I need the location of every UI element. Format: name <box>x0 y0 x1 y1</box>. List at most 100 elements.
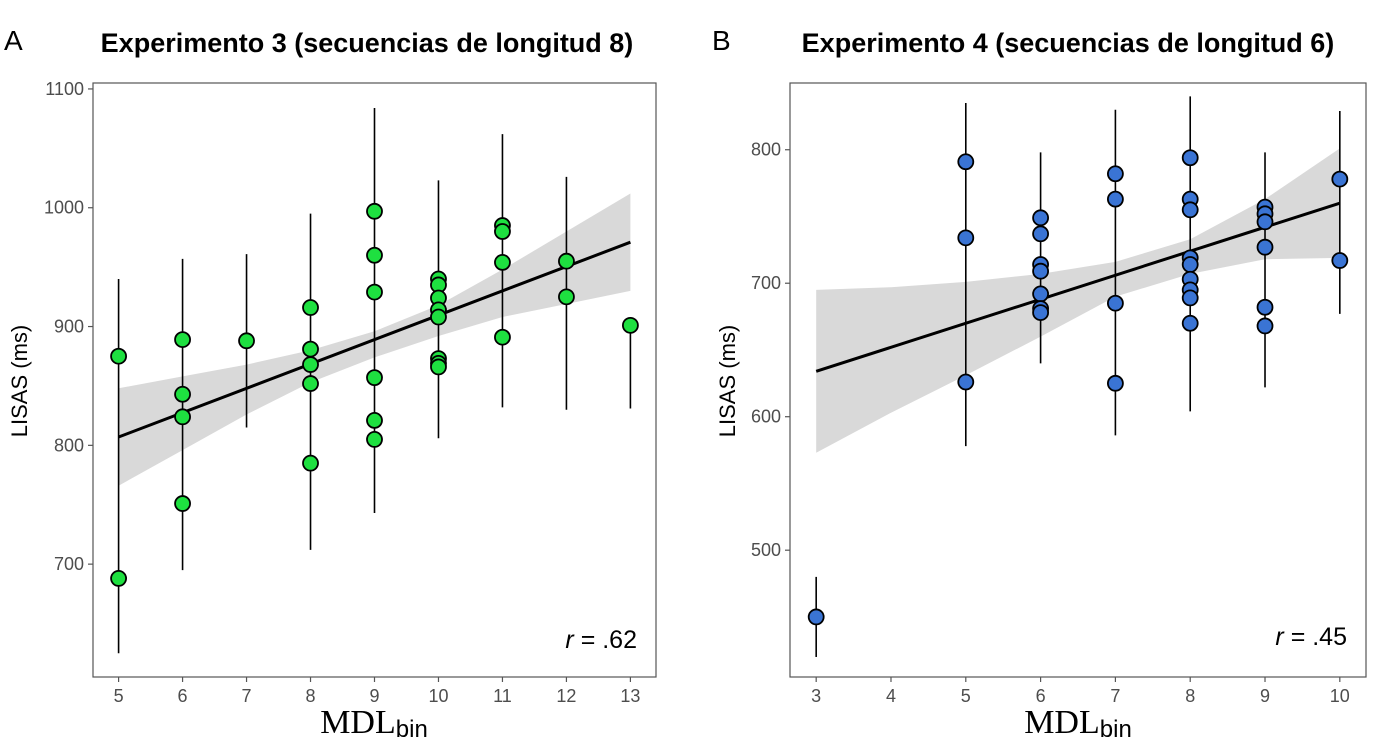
data-point <box>1032 262 1049 280</box>
chart-title: Experimento 3 (secuencias de longitud 8) <box>101 28 634 58</box>
y-axis-label: LISAS (ms) <box>715 325 740 437</box>
x-axis-label-subscript: bin <box>1100 716 1132 741</box>
x-tick-label: 8 <box>1185 686 1195 706</box>
data-point <box>1107 374 1124 392</box>
data-point <box>1032 209 1049 227</box>
x-tick-label: 7 <box>242 686 252 706</box>
data-point <box>366 430 383 448</box>
correlation-value: = .45 <box>1284 623 1347 651</box>
plot-frame <box>789 82 1367 678</box>
x-axis-label: MDLbin <box>320 704 428 741</box>
data-point <box>558 288 575 306</box>
data-point <box>807 608 825 626</box>
data-point <box>302 375 319 392</box>
data-point <box>1256 238 1274 256</box>
x-tick-label: 5 <box>961 686 971 706</box>
x-tick-label: 7 <box>1110 686 1120 706</box>
panel-letter: A <box>4 25 23 56</box>
data-point <box>1181 314 1199 332</box>
correlation-annotation: r = .62 <box>565 626 637 654</box>
data-point <box>1181 201 1199 219</box>
x-tick-label: 11 <box>493 686 512 706</box>
data-point <box>1032 225 1049 243</box>
y-tick-label: 900 <box>54 317 84 337</box>
data-point <box>1032 285 1049 303</box>
y-tick-label: 1100 <box>45 79 84 99</box>
x-tick-label: 10 <box>1330 686 1350 706</box>
correlation-value: = .62 <box>574 626 637 654</box>
data-point <box>302 299 319 316</box>
data-point <box>494 328 511 346</box>
data-point <box>622 316 639 334</box>
x-tick-label: 4 <box>886 686 896 706</box>
x-tick-label: 9 <box>369 686 379 706</box>
data-point <box>558 252 575 270</box>
data-point <box>366 283 383 301</box>
x-axis-label-main: MDL <box>1024 704 1100 741</box>
x-tick-label: 8 <box>306 686 316 706</box>
plot-area: 3 4 5 6 7 8 9 10 500 600 700 800 <box>751 82 1367 706</box>
x-tick-label: 6 <box>178 686 188 706</box>
x-axis-label-main: MDL <box>320 704 396 741</box>
y-axis-label: LISAS (ms) <box>7 325 32 437</box>
data-point <box>366 369 383 387</box>
regression-line <box>118 240 631 439</box>
data-point <box>1107 165 1124 183</box>
data-point <box>1107 294 1124 312</box>
y-tick-label: 700 <box>54 554 84 574</box>
data-point <box>110 347 127 365</box>
correlation-symbol: r <box>565 626 575 654</box>
data-point <box>302 454 319 472</box>
plot-area: 5 6 7 8 9 10 11 12 13 700 800 900 1000 1100 <box>44 79 657 706</box>
x-axis-label-subscript: bin <box>396 716 428 741</box>
x-tick-label: 13 <box>620 686 640 706</box>
data-point <box>1256 317 1274 335</box>
data-point <box>494 253 511 271</box>
panel-a: A Experimento 3 (secuencias de longitud … <box>4 25 657 741</box>
data-point <box>1032 304 1049 321</box>
data-point <box>302 340 319 358</box>
confidence-band <box>816 148 1340 453</box>
data-point <box>366 246 383 264</box>
correlation-symbol: r <box>1275 623 1285 651</box>
x-tick-label: 12 <box>556 686 576 706</box>
data-point <box>174 331 191 349</box>
data-point <box>366 202 383 220</box>
y-tick-label: 600 <box>751 407 781 427</box>
data-point <box>1107 190 1124 208</box>
x-tick-label: 6 <box>1036 686 1046 706</box>
data-point <box>174 408 191 426</box>
x-tick-label: 10 <box>428 686 448 706</box>
chart-title: Experimento 4 (secuencias de longitud 6) <box>802 28 1335 58</box>
data-point <box>430 358 447 376</box>
data-point <box>174 385 191 403</box>
data-point <box>238 332 255 350</box>
data-point <box>174 495 191 512</box>
panel-letter: B <box>712 25 731 56</box>
x-tick-label: 5 <box>114 686 124 706</box>
y-tick-label: 800 <box>751 140 781 160</box>
data-point <box>1181 256 1199 273</box>
x-tick-label: 3 <box>811 686 821 706</box>
data-point <box>110 569 127 587</box>
data-point <box>1256 213 1274 231</box>
data-point <box>1331 170 1349 188</box>
data-point <box>1256 298 1274 316</box>
x-tick-label: 9 <box>1260 686 1270 706</box>
y-tick-label: 1000 <box>44 198 84 218</box>
regression-line <box>815 201 1341 373</box>
data-point <box>957 373 975 391</box>
data-point <box>1331 252 1349 269</box>
y-tick-label: 700 <box>751 273 781 293</box>
y-tick-label: 500 <box>751 540 781 560</box>
y-tick-label: 800 <box>54 435 84 455</box>
data-point <box>366 411 383 429</box>
data-point <box>1181 289 1199 307</box>
data-point <box>494 223 511 240</box>
data-point <box>302 356 319 373</box>
data-point <box>1181 149 1199 167</box>
data-point <box>957 229 975 247</box>
correlation-annotation: r = .45 <box>1275 623 1347 651</box>
data-point <box>957 153 975 171</box>
